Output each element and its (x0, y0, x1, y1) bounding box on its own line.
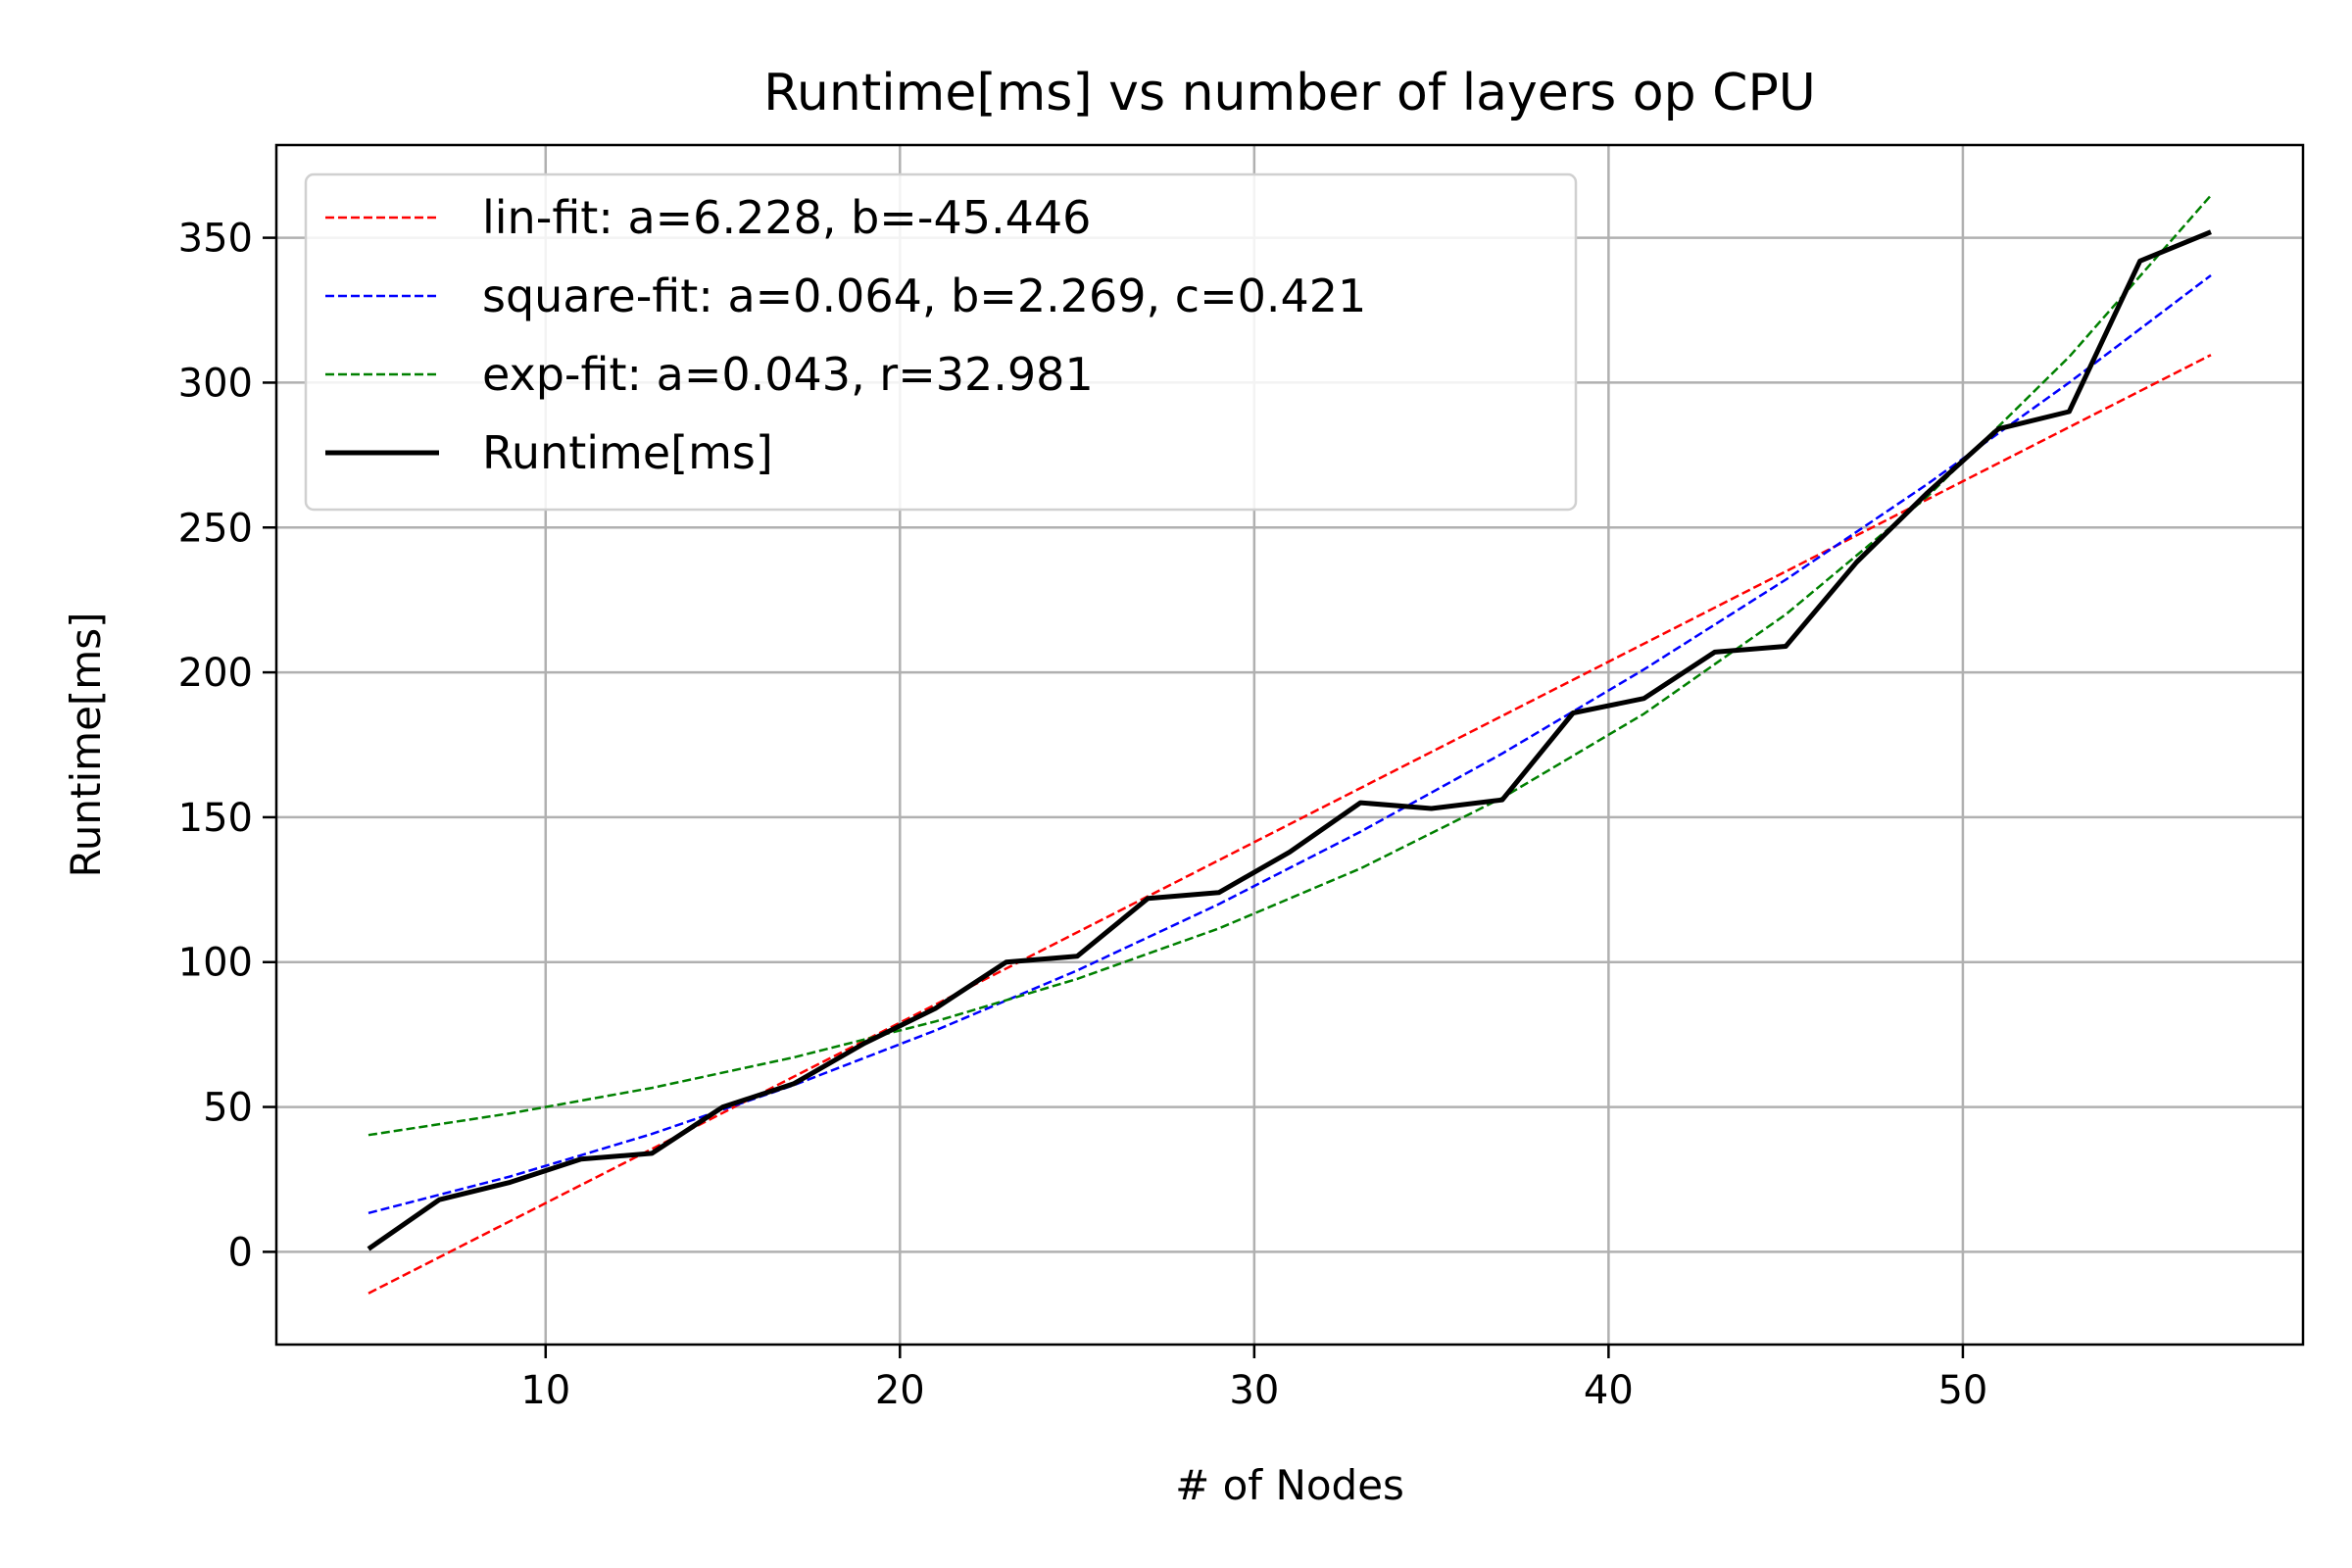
y-axis-label: Runtime[ms] (62, 612, 110, 878)
y-tick-label: 250 (178, 506, 253, 551)
chart-title: Runtime[ms] vs number of layers op CPU (763, 64, 1816, 122)
legend-entry-label: lin-fit: a=6.228, b=-45.446 (482, 191, 1091, 244)
x-tick-label: 50 (1937, 1368, 1987, 1413)
x-axis-label: # of Nodes (1175, 1461, 1404, 1509)
y-tick-label: 0 (228, 1230, 253, 1275)
y-tick-label: 150 (178, 796, 253, 841)
x-tick-label: 30 (1229, 1368, 1279, 1413)
y-tick-label: 350 (178, 217, 253, 262)
ticks: 10 20 30 40 50 0 50 100 150 200 250 300 350 (178, 217, 1988, 1413)
plot-frame (274, 143, 2305, 1347)
legend: lin-fit: a=6.228, b=-45.446 square-fit: a… (304, 172, 1578, 512)
y-tick-label: 50 (203, 1086, 253, 1131)
legend-entry-label: square-fit: a=0.064, b=2.269, c=0.421 (482, 270, 1366, 322)
legend-entry-label: Runtime[ms] (482, 426, 773, 479)
y-tick-label: 200 (178, 651, 253, 696)
y-tick-label: 300 (178, 361, 253, 406)
legend-box (304, 172, 1578, 512)
series-fit-line-1 (368, 274, 2212, 1215)
series-group (367, 194, 2212, 1295)
x-tick-label: 20 (875, 1368, 925, 1413)
legend-entry-label: exp-fit: a=0.043, r=32.981 (482, 348, 1094, 401)
x-tick-label: 10 (520, 1368, 570, 1413)
y-tick-label: 100 (178, 941, 253, 986)
series-fit-line-2 (368, 194, 2212, 1137)
x-tick-label: 40 (1584, 1368, 1634, 1413)
series-runtime-line (367, 229, 2212, 1251)
